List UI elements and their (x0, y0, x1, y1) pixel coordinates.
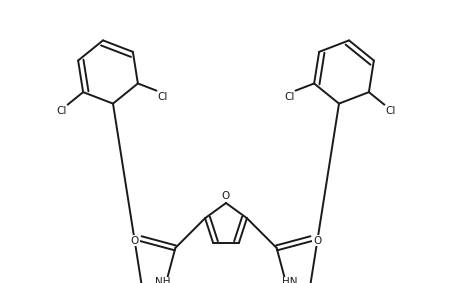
Text: Cl: Cl (56, 106, 67, 116)
Text: NH: NH (154, 277, 170, 283)
Text: O: O (221, 191, 230, 201)
Text: HN: HN (281, 277, 297, 283)
Text: Cl: Cl (157, 92, 167, 102)
Text: Cl: Cl (284, 92, 294, 102)
Text: O: O (312, 236, 321, 246)
Text: Cl: Cl (384, 106, 395, 116)
Text: O: O (130, 236, 139, 246)
